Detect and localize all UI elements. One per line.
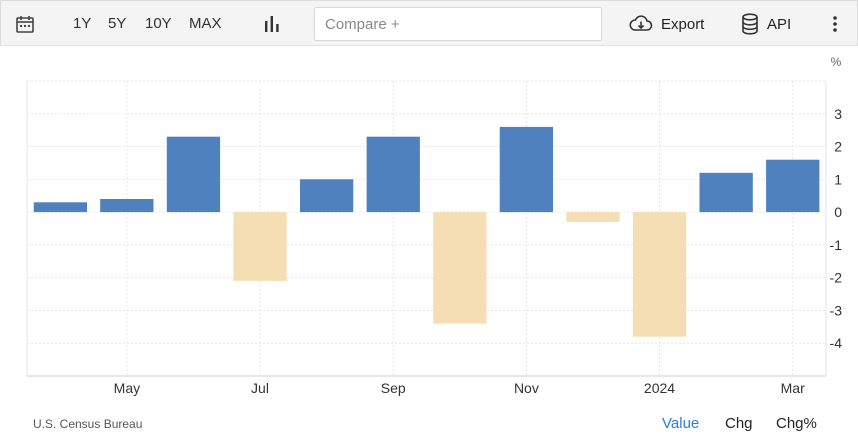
x-tick-label: Mar	[781, 380, 805, 396]
chart-area: 3 2 1 0 -1 -2 -3 -4 May Jul Sep Nov 2024 Mar %	[0, 46, 858, 406]
bar-2023-11[interactable]	[499, 126, 553, 213]
cloud-download-icon	[629, 15, 653, 31]
bar-2023-08[interactable]	[300, 179, 354, 213]
y-tick-label: 1	[834, 171, 842, 187]
bar-2023-07[interactable]	[233, 212, 287, 281]
source-label: U.S. Census Bureau	[33, 417, 143, 431]
view-chg-button[interactable]: Chg	[725, 415, 753, 432]
bar-2024-01[interactable]	[632, 212, 687, 337]
y-tick-label: 3	[834, 106, 842, 122]
view-chg-pct-button[interactable]: Chg%	[776, 415, 817, 432]
bar-2023-05[interactable]	[100, 199, 154, 213]
y-tick-labels: 3 2 1 0 -1 -2 -3 -4	[830, 106, 843, 351]
bar-2023-12[interactable]	[566, 212, 620, 222]
toolbar: 1Y 5Y 10Y MAX Export API	[0, 0, 858, 46]
range-5y-button[interactable]: 5Y	[108, 15, 127, 32]
x-tick-label: May	[114, 380, 140, 396]
x-tick-labels: May Jul Sep Nov 2024 Mar	[114, 380, 805, 396]
unit-label: %	[831, 55, 842, 69]
bars	[33, 126, 820, 337]
y-tick-label: -1	[830, 237, 843, 253]
export-button[interactable]: Export	[629, 13, 704, 35]
api-label: API	[767, 15, 792, 33]
y-tick-label: -3	[830, 302, 843, 318]
y-tick-label: 2	[834, 139, 842, 155]
y-tick-label: 0	[834, 204, 842, 220]
bar-2023-09[interactable]	[366, 136, 420, 213]
api-button[interactable]: API	[741, 13, 791, 35]
calendar-icon[interactable]	[15, 14, 35, 34]
bar-2024-03[interactable]	[766, 159, 820, 213]
bar-chart: 3 2 1 0 -1 -2 -3 -4 May Jul Sep Nov 2024 Mar %	[26, 55, 843, 396]
bar-2023-04[interactable]	[33, 202, 87, 213]
y-tick-label: -2	[830, 270, 843, 286]
range-1y-button[interactable]: 1Y	[73, 15, 92, 32]
bar-2023-10[interactable]	[433, 212, 487, 324]
range-10y-button[interactable]: 10Y	[145, 15, 172, 32]
x-tick-label: Sep	[381, 380, 406, 396]
x-tick-label: 2024	[644, 380, 675, 396]
database-icon	[742, 13, 758, 35]
x-tick-label: Nov	[514, 380, 539, 396]
bar-chart-type-icon[interactable]	[263, 15, 281, 33]
x-tick-label: Jul	[251, 380, 269, 396]
bar-2023-06[interactable]	[166, 136, 221, 213]
range-max-button[interactable]: MAX	[189, 15, 222, 32]
more-vertical-icon[interactable]	[827, 14, 843, 34]
view-value-button[interactable]: Value	[662, 415, 700, 432]
bar-2024-02[interactable]	[699, 172, 753, 213]
grid-lines	[26, 80, 827, 377]
compare-input[interactable]	[314, 7, 602, 41]
y-tick-label: -4	[830, 335, 843, 351]
export-label: Export	[661, 15, 705, 33]
